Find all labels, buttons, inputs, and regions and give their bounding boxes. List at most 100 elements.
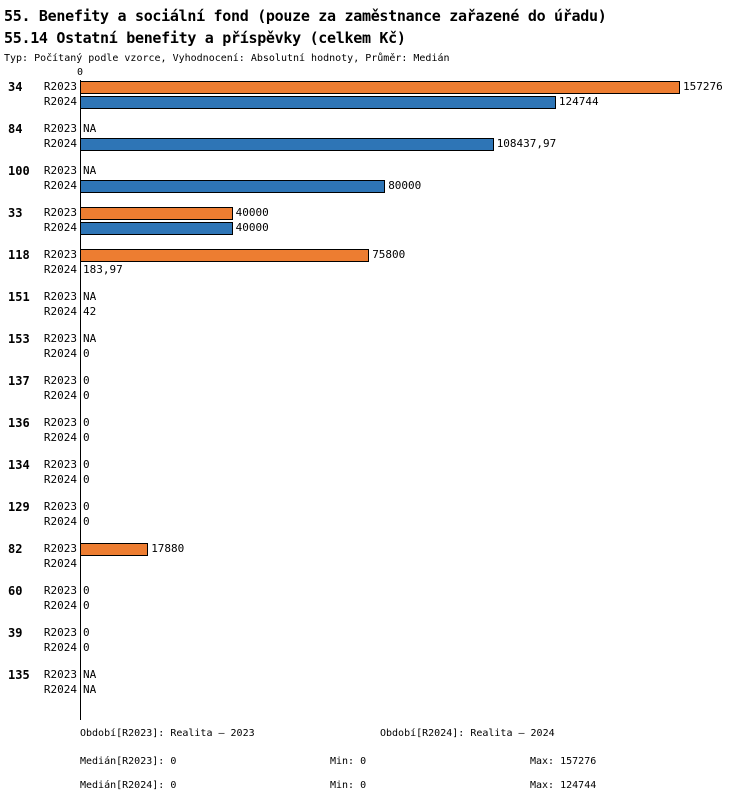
bar-row: R2023 0 [0,374,750,388]
bar-area: NA [80,332,96,346]
value-label: 42 [83,305,97,318]
series-label: R2024 [43,683,77,696]
group-id-label: 34 [8,80,23,94]
group-id-label: 39 [8,626,23,640]
value-label: 40000 [235,206,269,219]
group-id-label: 60 [8,584,23,598]
bar-area: 42 [80,305,96,319]
period-2024: Období[R2024]: Realita – 2024 [380,728,555,740]
bar-group: 151 R2023 NA R2024 42 [0,290,750,332]
min-2023: Min: 0 [330,756,366,768]
bar-row: R2024 0 [0,641,750,655]
bar-row: R2024 124744 [0,95,750,109]
bar-group: 39 R2023 0 R2024 0 [0,626,750,668]
group-id-label: 137 [8,374,30,388]
bar-group: 60 R2023 0 R2024 0 [0,584,750,626]
bar-row: R2024 NA [0,683,750,697]
bar-area: 0 [80,515,90,529]
median-2024-value: 0 [170,780,177,791]
report-header: 55. Benefity a sociální fond (pouze za z… [0,0,750,65]
value-label: NA [83,164,97,177]
bar-row: R2023 40000 [0,206,750,220]
report-title-line2: 55.14 Ostatní benefity a příspěvky (celk… [4,29,406,47]
bar-area: 17880 [80,542,184,556]
value-label: 183,97 [83,263,123,276]
bar-row: R2023 0 [0,500,750,514]
bar-area: 75800 [80,248,405,262]
bar-row: R2023 NA [0,332,750,346]
value-label: 80000 [388,179,422,192]
period-2023-value: Realita – 2023 [170,728,255,739]
group-id-label: 84 [8,122,23,136]
bar-area: 40000 [80,206,269,220]
value-label: 40000 [235,221,269,234]
series-label: R2024 [43,641,77,654]
series-label: R2024 [43,347,77,360]
value-label: 157276 [683,80,723,93]
bar-area: NA [80,683,96,697]
bar [80,137,494,151]
group-id-label: 135 [8,668,30,682]
median-2023-value: 0 [170,756,177,767]
bar-area: 80000 [80,179,421,193]
median-2024: Medián[R2024]: 0 [80,780,176,792]
bar-group: 84 R2023 NA R2024 108437,97 [0,122,750,164]
series-label: R2024 [43,473,77,486]
value-label: 0 [83,500,90,513]
series-label: R2024 [43,137,77,150]
series-label: R2023 [43,416,77,429]
bar-area [80,557,83,571]
bar-group: 82 R2023 17880 R2024 [0,542,750,584]
value-label: 0 [83,374,90,387]
bar-area: 0 [80,473,90,487]
series-label: R2023 [43,80,77,93]
bar-area: NA [80,290,96,304]
series-label: R2023 [43,332,77,345]
value-label: 124744 [558,95,599,108]
group-id-label: 153 [8,332,30,346]
bar-area: 183,97 [80,263,123,277]
series-label: R2023 [43,206,77,219]
value-label: NA [83,668,97,681]
bar-groups: 34 R2023 157276 R2024 124744 84 R2023 NA R2024 10… [0,67,750,710]
bar-area: NA [80,164,96,178]
bar [80,206,233,220]
bar-row: R2024 0 [0,431,750,445]
bar [80,179,386,193]
value-label: 0 [83,389,90,402]
bar-area: NA [80,122,96,136]
series-label: R2024 [43,599,77,612]
bar [80,248,370,262]
max-2024-label: Max: [530,780,555,791]
bar-chart: 0 34 R2023 157276 R2024 124744 84 R2023 NA R2024… [0,67,750,720]
series-label: R2023 [43,668,77,681]
series-label: R2023 [43,626,77,639]
period-2023-label: Období[R2023]: [80,728,165,739]
bar-area: 0 [80,431,90,445]
series-label: R2023 [43,542,77,555]
value-label: NA [83,290,97,303]
bar-row: R2024 0 [0,389,750,403]
bar-row: R2024 40000 [0,221,750,235]
report-meta: Typ: Počítaný podle vzorce, Vyhodnocení:… [4,53,450,64]
series-label: R2023 [43,500,77,513]
value-label: 0 [83,458,90,471]
axis-line [80,80,81,720]
group-id-label: 134 [8,458,30,472]
bar-row: R2023 NA [0,164,750,178]
bar-group: 137 R2023 0 R2024 0 [0,374,750,416]
chart-footer: Období[R2023]: Realita – 2023 Období[R20… [0,728,750,802]
max-2023-label: Max: [530,756,555,767]
bar [80,542,149,556]
bar [80,95,556,109]
value-label: 0 [83,599,90,612]
bar-row: R2024 0 [0,347,750,361]
bar-area: 0 [80,416,90,430]
bar-area: 0 [80,584,90,598]
max-2023-value: 157276 [560,756,597,767]
period-2023: Období[R2023]: Realita – 2023 [80,728,255,740]
value-label: 0 [83,641,90,654]
bar-area: 124744 [80,95,599,109]
bar-group: 34 R2023 157276 R2024 124744 [0,80,750,122]
median-2024-label: Medián[R2024]: [80,780,165,791]
